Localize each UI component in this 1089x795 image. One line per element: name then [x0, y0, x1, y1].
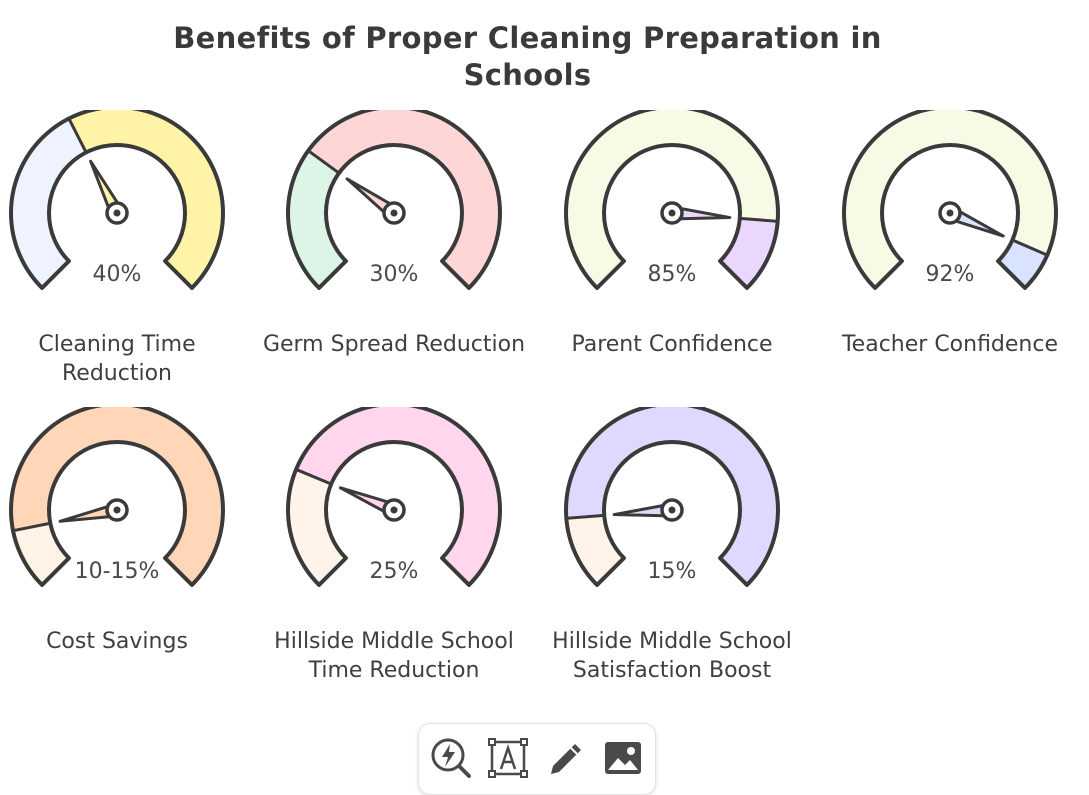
gauge-hub-dot — [113, 506, 121, 514]
gauge-remaining-segment — [11, 407, 223, 585]
gauge-hub-dot — [390, 209, 398, 217]
gauge-divider — [1011, 238, 1048, 257]
gauge-hub-dot — [668, 209, 676, 217]
gauge-value: 40% — [92, 262, 142, 287]
gauge-filled-segment — [844, 110, 1056, 288]
gauge-remaining-segment — [68, 110, 223, 288]
gauge-hub-dot — [390, 506, 398, 514]
gauge: 92% Teacher Confidence — [833, 110, 1089, 430]
gauge-value: 92% — [925, 262, 975, 287]
gauge-value: 10-15% — [74, 559, 160, 584]
lightning-search-icon[interactable] — [429, 736, 473, 780]
gauge-value: 25% — [369, 559, 419, 584]
gauge-divider — [307, 149, 340, 175]
gauge: 10-15% Cost Savings — [0, 407, 280, 727]
gauge-label: Hillside Middle School Satisfaction Boos… — [552, 629, 792, 683]
chart-title: Benefits of Proper Cleaning Preparation … — [173, 21, 882, 92]
gauge-outline — [9, 407, 225, 587]
gauge-remaining-segment — [296, 407, 500, 585]
gauge-outline — [564, 407, 780, 587]
gauge: 40% Cleaning Time Reduction — [0, 110, 280, 430]
gauge-label: Parent Confidence — [571, 332, 773, 357]
gauge-outline — [9, 110, 225, 290]
gauge-divider — [67, 117, 88, 154]
gauge-dial — [564, 407, 780, 587]
gauge-dial — [286, 407, 502, 587]
gauge-divider — [12, 521, 51, 533]
gauge-label: Teacher Confidence — [841, 332, 1059, 357]
gauge: 25% Hillside Middle School Time Reduction — [274, 407, 557, 727]
gauge-remaining-segment — [566, 407, 778, 585]
gauge-value: 85% — [647, 262, 697, 287]
gauge-dial — [9, 407, 225, 587]
gauge-divider — [739, 216, 778, 223]
gauge-label: Hillside Middle School Time Reduction — [274, 629, 514, 683]
gauge-value: 30% — [369, 262, 419, 287]
gauge-outline — [842, 110, 1058, 290]
gauge-dial — [9, 110, 225, 290]
gauge-divider — [295, 468, 332, 486]
image-icon[interactable] — [601, 736, 645, 780]
gauge-divider — [566, 513, 605, 520]
gauge-hub-dot — [946, 209, 954, 217]
gauge: 15% Hillside Middle School Satisfaction B… — [552, 407, 835, 727]
gauge-remaining-segment — [720, 218, 778, 288]
gauge-label: Germ Spread Reduction — [262, 332, 526, 357]
gauge-outline — [564, 110, 780, 290]
gauge-hub-dot — [668, 506, 676, 514]
gauge-filled-segment — [288, 469, 346, 585]
gauge-label: Cleaning Time Reduction — [38, 332, 196, 386]
gauge-dial — [286, 110, 502, 290]
toolbar — [418, 723, 656, 795]
gauge-filled-segment — [566, 515, 624, 585]
gauge-label: Cost Savings — [46, 629, 188, 654]
pencil-icon[interactable] — [543, 736, 587, 780]
gauge-dial — [842, 110, 1058, 290]
gauge-hub-dot — [113, 209, 121, 217]
gauge: 30% Germ Spread Reduction — [263, 110, 557, 430]
gauge-outline — [286, 407, 502, 587]
gauge-value: 15% — [647, 559, 697, 584]
gauge: 85% Parent Confidence — [555, 110, 835, 430]
gauge-filled-segment — [566, 110, 778, 288]
text-box-icon[interactable] — [487, 736, 531, 780]
gauge-dial — [564, 110, 780, 290]
